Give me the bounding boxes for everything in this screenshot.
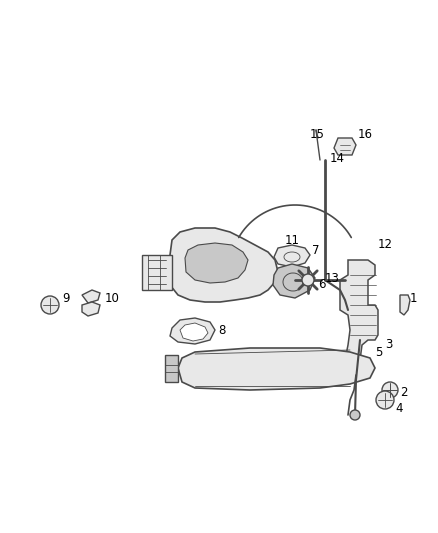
Text: 9: 9 bbox=[62, 292, 70, 304]
Polygon shape bbox=[274, 245, 310, 267]
Text: 2: 2 bbox=[400, 386, 407, 400]
Circle shape bbox=[350, 410, 360, 420]
Polygon shape bbox=[340, 260, 378, 375]
Polygon shape bbox=[178, 348, 375, 390]
Text: 14: 14 bbox=[330, 151, 345, 165]
Polygon shape bbox=[165, 355, 178, 382]
Polygon shape bbox=[180, 323, 208, 341]
Text: 13: 13 bbox=[325, 271, 340, 285]
Polygon shape bbox=[334, 138, 356, 155]
Text: 16: 16 bbox=[358, 128, 373, 141]
Text: 11: 11 bbox=[285, 233, 300, 246]
Polygon shape bbox=[185, 243, 248, 283]
Polygon shape bbox=[170, 318, 215, 344]
Text: 7: 7 bbox=[312, 244, 319, 256]
Text: 5: 5 bbox=[375, 345, 382, 359]
Circle shape bbox=[376, 391, 394, 409]
Text: 8: 8 bbox=[218, 324, 226, 336]
Circle shape bbox=[41, 296, 59, 314]
Circle shape bbox=[382, 382, 398, 398]
Text: 12: 12 bbox=[378, 238, 393, 252]
Polygon shape bbox=[82, 290, 100, 303]
Polygon shape bbox=[400, 295, 410, 315]
Polygon shape bbox=[168, 228, 278, 302]
Text: 4: 4 bbox=[395, 401, 403, 415]
Text: 6: 6 bbox=[318, 279, 325, 292]
Polygon shape bbox=[82, 302, 100, 316]
Polygon shape bbox=[142, 255, 172, 290]
Text: 3: 3 bbox=[385, 338, 392, 351]
Text: 1: 1 bbox=[410, 292, 417, 304]
Polygon shape bbox=[273, 264, 315, 298]
Circle shape bbox=[302, 274, 314, 286]
Text: 10: 10 bbox=[105, 292, 120, 304]
Text: 15: 15 bbox=[310, 128, 325, 141]
